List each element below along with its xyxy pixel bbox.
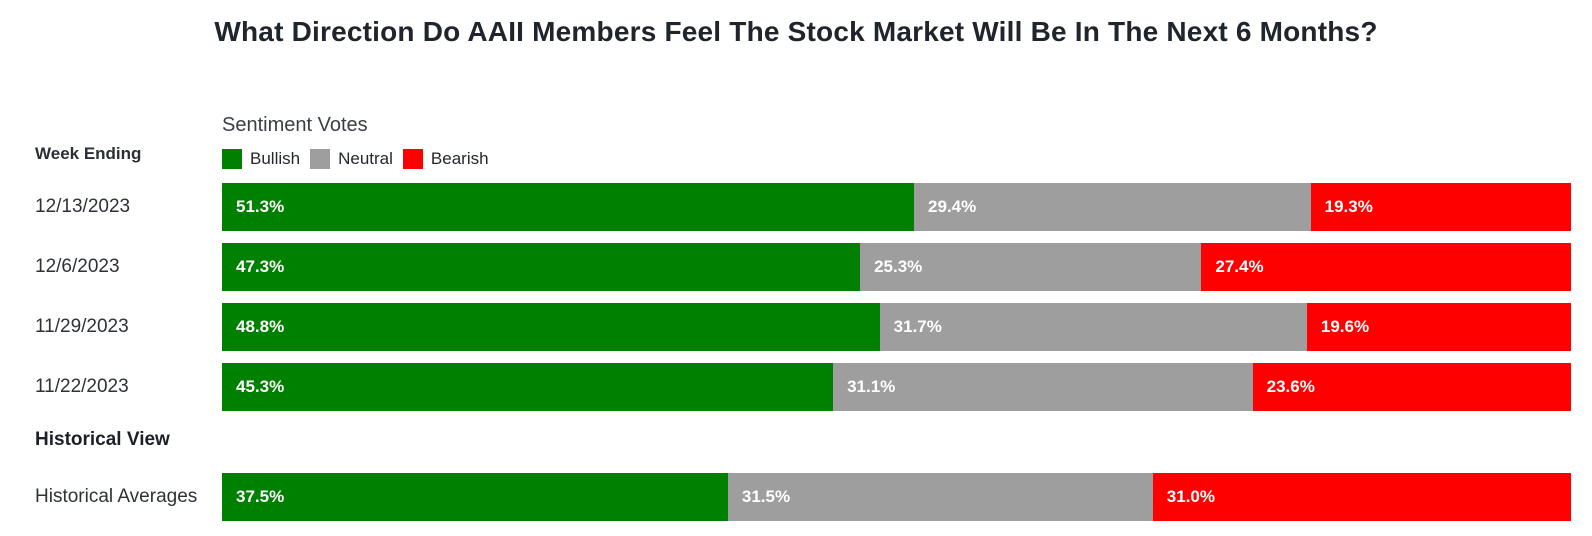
legend-label: Neutral xyxy=(338,149,393,168)
segment-value: 31.0% xyxy=(1166,487,1215,506)
table-row: 11/29/2023 48.8% 31.7% 19.6% xyxy=(0,303,1592,351)
neutral-segment: 25.3% xyxy=(860,243,1202,291)
segment-value: 37.5% xyxy=(236,487,285,506)
bullish-swatch-icon xyxy=(222,149,242,169)
bearish-segment: 19.6% xyxy=(1306,303,1571,351)
segment-value: 51.3% xyxy=(236,197,285,216)
table-row: 12/6/2023 47.3% 25.3% 27.4% xyxy=(0,243,1592,291)
segment-value: 31.1% xyxy=(847,377,896,396)
table-row: 11/22/2023 45.3% 31.1% 23.6% xyxy=(0,363,1592,411)
bullish-segment: 51.3% xyxy=(222,183,915,231)
chart-title: What Direction Do AAII Members Feel The … xyxy=(214,16,1378,47)
row-label: 11/29/2023 xyxy=(35,316,129,337)
table-row: 12/13/2023 51.3% 29.4% 19.3% xyxy=(0,183,1592,231)
row-axis-header: Week Ending xyxy=(35,144,142,163)
historical-view-header: Historical View xyxy=(35,429,170,450)
segment-value: 29.4% xyxy=(928,197,977,216)
bearish-segment: 23.6% xyxy=(1252,363,1571,411)
legend: Sentiment Votes Bullish Neutral Bearish xyxy=(222,114,1592,169)
row-label: 12/6/2023 xyxy=(35,256,120,277)
legend-label: Bullish xyxy=(250,149,301,168)
row-label: 11/22/2023 xyxy=(35,376,129,397)
stacked-bar: 45.3% 31.1% 23.6% xyxy=(222,363,1571,411)
segment-value: 19.6% xyxy=(1320,317,1370,336)
segment-value: 25.3% xyxy=(874,257,923,276)
segment-value: 23.6% xyxy=(1266,377,1315,396)
segment-value: 45.3% xyxy=(236,377,285,396)
segment-value: 19.3% xyxy=(1324,197,1373,216)
segment-value: 47.3% xyxy=(236,257,285,276)
neutral-segment: 29.4% xyxy=(914,183,1311,231)
bearish-swatch-icon xyxy=(402,149,423,169)
bar-rows: 12/13/2023 51.3% 29.4% 19.3% 12/6/2023 4… xyxy=(0,183,1592,521)
segment-value: 27.4% xyxy=(1215,257,1264,276)
stacked-bar: 47.3% 25.3% 27.4% xyxy=(222,243,1571,291)
legend-item-bullish: Bullish xyxy=(222,149,300,169)
bearish-segment: 19.3% xyxy=(1310,183,1571,231)
neutral-segment: 31.5% xyxy=(727,473,1153,521)
bullish-segment: 47.3% xyxy=(222,243,861,291)
bullish-segment: 45.3% xyxy=(222,363,834,411)
chart-header: Week Ending Sentiment Votes Bullish Neut… xyxy=(0,114,1592,169)
neutral-swatch-icon xyxy=(310,149,331,169)
bearish-segment: 31.0% xyxy=(1152,473,1571,521)
neutral-segment: 31.7% xyxy=(879,303,1307,351)
row-label: 12/13/2023 xyxy=(35,196,131,217)
legend-item-bearish: Bearish xyxy=(402,149,489,169)
segment-value: 31.7% xyxy=(893,317,942,336)
neutral-segment: 31.1% xyxy=(833,363,1253,411)
legend-item-neutral: Neutral xyxy=(310,149,393,169)
stacked-bar: 48.8% 31.7% 19.6% xyxy=(222,303,1571,351)
stacked-bar: 37.5% 31.5% 31.0% xyxy=(222,473,1571,521)
row-label: Historical Averages xyxy=(35,486,198,507)
segment-value: 31.5% xyxy=(741,487,791,506)
segment-value: 48.8% xyxy=(236,317,285,336)
bullish-segment: 37.5% xyxy=(222,473,728,521)
legend-label: Bearish xyxy=(430,149,489,168)
bullish-segment: 48.8% xyxy=(222,303,880,351)
stacked-bar: 51.3% 29.4% 19.3% xyxy=(222,183,1571,231)
table-row: Historical Averages 37.5% 31.5% 31.0% xyxy=(0,473,1592,521)
bearish-segment: 27.4% xyxy=(1201,243,1571,291)
legend-title: Sentiment Votes xyxy=(222,114,368,136)
